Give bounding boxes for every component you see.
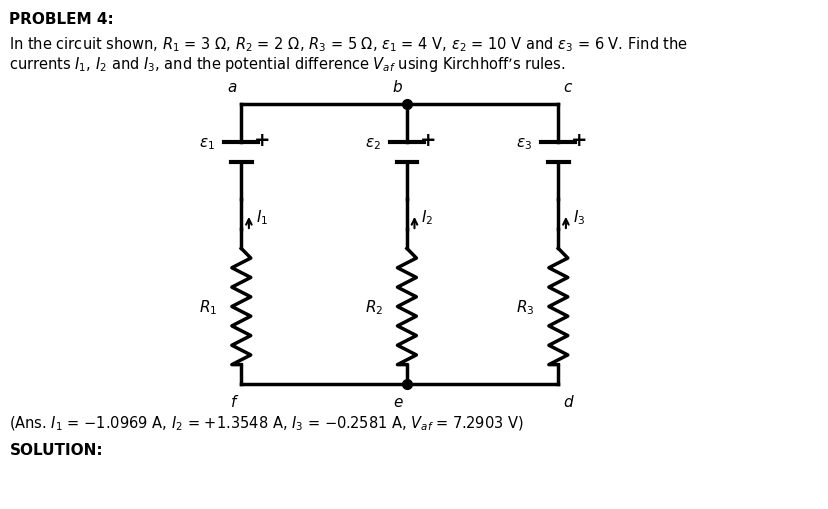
Text: a: a bbox=[227, 80, 236, 95]
Text: +: + bbox=[419, 131, 436, 150]
Text: $\varepsilon_3$: $\varepsilon_3$ bbox=[515, 136, 532, 152]
Text: +: + bbox=[570, 131, 587, 150]
Text: $R_1$: $R_1$ bbox=[199, 298, 218, 316]
Text: f: f bbox=[231, 394, 236, 409]
Text: $I_3$: $I_3$ bbox=[572, 208, 585, 227]
Text: $I_1$: $I_1$ bbox=[255, 208, 267, 227]
Text: (Ans. $I_1$ = $-$1.0969 A, $I_2$ = +1.3548 A, $I_3$ = $-$0.2581 A, $V_{af}$ = 7.: (Ans. $I_1$ = $-$1.0969 A, $I_2$ = +1.35… bbox=[9, 414, 523, 433]
Text: $R_2$: $R_2$ bbox=[364, 298, 383, 316]
Text: e: e bbox=[392, 394, 402, 409]
Text: +: + bbox=[253, 131, 270, 150]
Text: c: c bbox=[562, 80, 570, 95]
Text: In the circuit shown, $R_1$ = 3 Ω, $R_2$ = 2 Ω, $R_3$ = 5 Ω, $\varepsilon_1$ = 4: In the circuit shown, $R_1$ = 3 Ω, $R_2$… bbox=[9, 35, 688, 53]
Text: PROBLEM 4:: PROBLEM 4: bbox=[9, 12, 114, 27]
Text: currents $I_1$, $I_2$ and $I_3$, and the potential difference $V_{af}$ using Kir: currents $I_1$, $I_2$ and $I_3$, and the… bbox=[9, 55, 566, 74]
Text: $I_2$: $I_2$ bbox=[421, 208, 433, 227]
Text: b: b bbox=[392, 80, 402, 95]
Text: SOLUTION:: SOLUTION: bbox=[9, 442, 103, 457]
Text: $\varepsilon_1$: $\varepsilon_1$ bbox=[199, 136, 214, 152]
Text: $R_3$: $R_3$ bbox=[516, 298, 534, 316]
Text: d: d bbox=[562, 394, 572, 409]
Text: $\varepsilon_2$: $\varepsilon_2$ bbox=[364, 136, 380, 152]
